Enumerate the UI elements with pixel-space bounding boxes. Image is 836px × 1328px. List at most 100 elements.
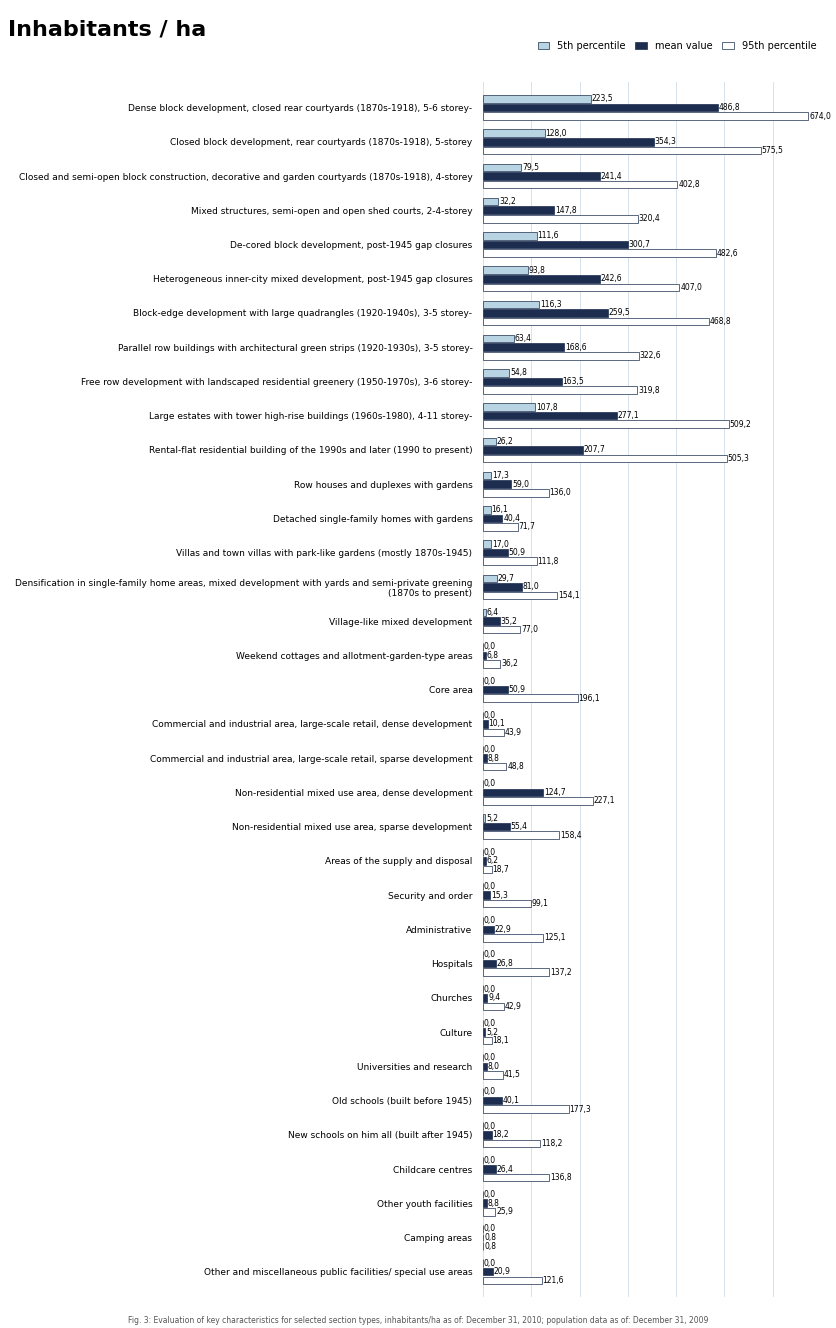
Bar bbox=[483, 344, 564, 351]
Bar bbox=[483, 386, 637, 394]
Bar bbox=[483, 1003, 503, 1011]
Text: 320,4: 320,4 bbox=[639, 214, 660, 223]
Text: 93,8: 93,8 bbox=[529, 266, 546, 275]
Bar bbox=[483, 968, 549, 976]
Bar bbox=[483, 446, 584, 454]
Text: 196,1: 196,1 bbox=[579, 693, 600, 703]
Text: 319,8: 319,8 bbox=[638, 385, 660, 394]
Text: 124,7: 124,7 bbox=[544, 788, 565, 797]
Text: 71,7: 71,7 bbox=[518, 522, 535, 531]
Text: 8,8: 8,8 bbox=[488, 1199, 500, 1207]
Bar bbox=[483, 1199, 487, 1207]
Text: 242,6: 242,6 bbox=[601, 275, 623, 283]
Bar bbox=[483, 250, 716, 256]
Bar bbox=[483, 814, 486, 822]
Bar bbox=[483, 523, 517, 531]
Text: 227,1: 227,1 bbox=[594, 797, 614, 805]
Bar bbox=[483, 1072, 503, 1078]
Text: 18,1: 18,1 bbox=[492, 1036, 509, 1045]
Text: 136,8: 136,8 bbox=[550, 1173, 571, 1182]
Bar bbox=[483, 471, 492, 479]
Text: 0,8: 0,8 bbox=[484, 1232, 496, 1242]
Text: 17,3: 17,3 bbox=[492, 471, 509, 481]
Text: 0,0: 0,0 bbox=[484, 916, 496, 926]
Bar bbox=[483, 754, 487, 762]
Text: 0,0: 0,0 bbox=[484, 1190, 496, 1199]
Text: 0,0: 0,0 bbox=[484, 847, 496, 857]
Bar bbox=[483, 96, 591, 102]
Bar bbox=[483, 797, 593, 805]
Text: 223,5: 223,5 bbox=[592, 94, 614, 104]
Text: 486,8: 486,8 bbox=[719, 104, 741, 112]
Text: 10,1: 10,1 bbox=[488, 720, 505, 728]
Bar bbox=[483, 1276, 542, 1284]
Bar bbox=[483, 275, 600, 283]
Bar bbox=[483, 1174, 549, 1182]
Bar bbox=[483, 891, 490, 899]
Bar bbox=[483, 592, 558, 599]
Bar bbox=[483, 575, 497, 582]
Text: 168,6: 168,6 bbox=[565, 343, 587, 352]
Text: 26,4: 26,4 bbox=[497, 1165, 513, 1174]
Bar bbox=[483, 300, 539, 308]
Bar bbox=[483, 181, 677, 189]
Text: 77,0: 77,0 bbox=[521, 625, 538, 635]
Bar bbox=[483, 1028, 486, 1036]
Text: 18,2: 18,2 bbox=[492, 1130, 509, 1139]
Bar bbox=[483, 404, 535, 410]
Bar bbox=[483, 695, 578, 703]
Bar bbox=[483, 317, 709, 325]
Bar bbox=[483, 618, 500, 625]
Text: 505,3: 505,3 bbox=[727, 454, 750, 463]
Bar bbox=[483, 789, 543, 795]
Text: 6,2: 6,2 bbox=[487, 857, 498, 866]
Bar bbox=[483, 309, 609, 317]
Bar bbox=[483, 625, 520, 633]
Bar bbox=[483, 240, 628, 248]
Text: 43,9: 43,9 bbox=[505, 728, 522, 737]
Text: 40,1: 40,1 bbox=[503, 1096, 520, 1105]
Bar bbox=[483, 960, 496, 967]
Text: 5,2: 5,2 bbox=[487, 814, 498, 822]
Bar bbox=[483, 720, 487, 728]
Text: 0,0: 0,0 bbox=[484, 745, 496, 754]
Text: 40,4: 40,4 bbox=[503, 514, 520, 523]
Text: 163,5: 163,5 bbox=[563, 377, 584, 386]
Bar bbox=[483, 515, 502, 522]
Bar bbox=[483, 454, 727, 462]
Text: 277,1: 277,1 bbox=[618, 412, 639, 420]
Bar bbox=[483, 377, 562, 385]
Text: 509,2: 509,2 bbox=[730, 420, 752, 429]
Text: 22,9: 22,9 bbox=[495, 924, 512, 934]
Text: 41,5: 41,5 bbox=[503, 1070, 521, 1080]
Bar bbox=[483, 438, 496, 445]
Bar bbox=[483, 540, 491, 548]
Text: 107,8: 107,8 bbox=[536, 402, 558, 412]
Bar bbox=[483, 489, 548, 497]
Bar bbox=[483, 369, 509, 377]
Bar bbox=[483, 995, 487, 1001]
Text: 111,6: 111,6 bbox=[538, 231, 559, 240]
Text: 81,0: 81,0 bbox=[522, 583, 539, 591]
Text: 259,5: 259,5 bbox=[609, 308, 630, 317]
Text: 42,9: 42,9 bbox=[504, 1001, 521, 1011]
Bar bbox=[483, 1062, 487, 1070]
Text: 8,8: 8,8 bbox=[488, 753, 500, 762]
Bar bbox=[483, 1097, 502, 1105]
Text: 0,0: 0,0 bbox=[484, 951, 496, 960]
Bar bbox=[483, 352, 639, 360]
Text: 121,6: 121,6 bbox=[543, 1276, 563, 1284]
Bar bbox=[483, 831, 559, 839]
Text: 6,4: 6,4 bbox=[487, 608, 499, 618]
Text: 0,0: 0,0 bbox=[484, 643, 496, 651]
Bar bbox=[483, 284, 680, 291]
Bar bbox=[483, 163, 522, 171]
Text: 0,0: 0,0 bbox=[484, 985, 496, 993]
Text: 674,0: 674,0 bbox=[809, 112, 831, 121]
Bar bbox=[483, 198, 498, 206]
Bar bbox=[483, 138, 654, 146]
Bar bbox=[483, 1131, 492, 1138]
Text: 25,9: 25,9 bbox=[496, 1207, 513, 1216]
Bar bbox=[483, 866, 492, 874]
Text: 9,4: 9,4 bbox=[488, 993, 500, 1003]
